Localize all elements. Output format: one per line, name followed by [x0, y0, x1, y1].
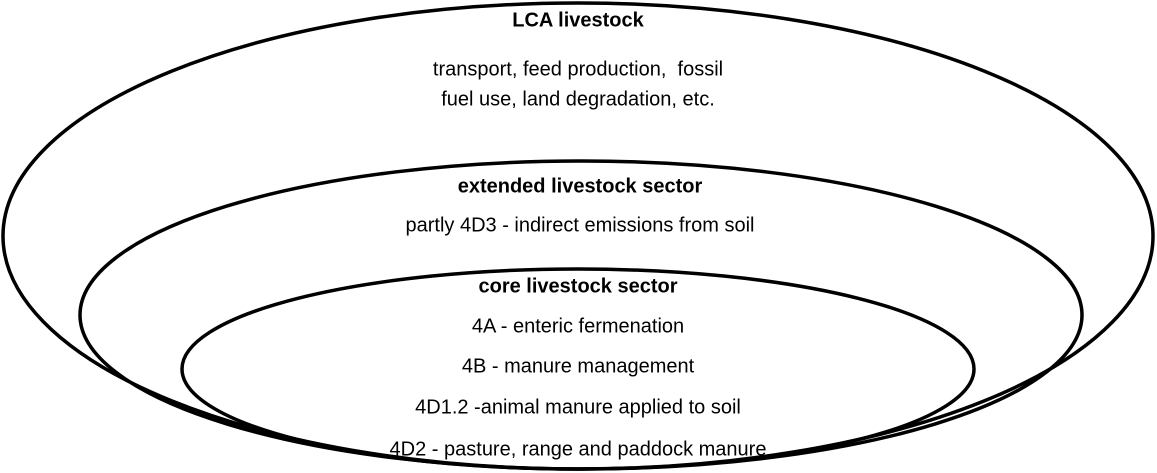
node-line: 4B - manure management: [462, 355, 695, 377]
node-line: 4A - enteric fermenation: [472, 315, 684, 337]
node-title: LCA livestock: [512, 9, 644, 31]
node-line: fuel use, land degradation, etc.: [441, 88, 715, 110]
node-line: 4D2 - pasture, range and paddock manure: [390, 438, 767, 460]
node-line: 4D1.2 -animal manure applied to soil: [415, 396, 741, 418]
node-title: extended livestock sector: [458, 175, 703, 197]
node-line: transport, feed production, fossil: [433, 58, 723, 80]
node-title: core livestock sector: [479, 275, 678, 297]
inner-ellipse: [180, 267, 976, 471]
node-line: partly 4D3 - indirect emissions from soi…: [406, 214, 755, 236]
